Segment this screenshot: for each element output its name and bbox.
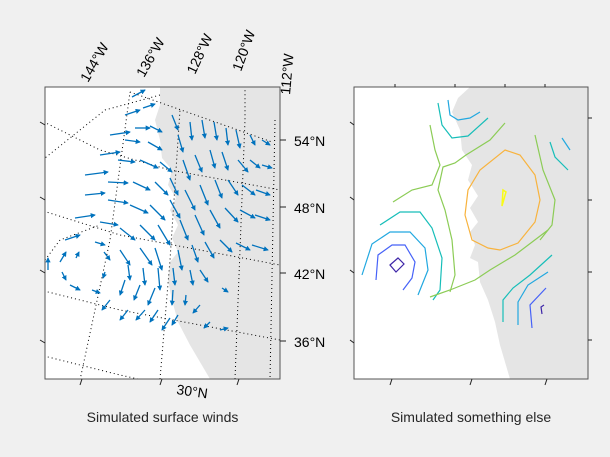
left-panel-caption: Simulated surface winds <box>86 409 239 425</box>
meridian-label: 136°W <box>133 34 168 79</box>
right-panel-caption: Simulated something else <box>390 409 552 425</box>
parallel-label: 42°N <box>294 266 325 282</box>
parallel-label: 30°N <box>176 381 209 401</box>
parallel-label: 36°N <box>294 334 325 350</box>
meridian-label: 144°W <box>77 39 112 84</box>
meridian-label: 128°W <box>183 31 216 77</box>
meridian-label: 120°W <box>229 27 259 73</box>
graticule <box>45 87 280 379</box>
right-map-axes <box>349 84 592 386</box>
land-mass <box>452 87 588 379</box>
wind-vectors <box>45 89 273 332</box>
meridian-label: 112°W <box>277 52 297 95</box>
left-map-axes: 144°W 136°W 128°W 120°W 112°W 54°N 48°N … <box>39 27 325 401</box>
parallel-label: 54°N <box>294 133 325 149</box>
land-mass <box>155 87 280 379</box>
parallel-label: 48°N <box>294 200 325 216</box>
contour-lines <box>361 99 571 329</box>
